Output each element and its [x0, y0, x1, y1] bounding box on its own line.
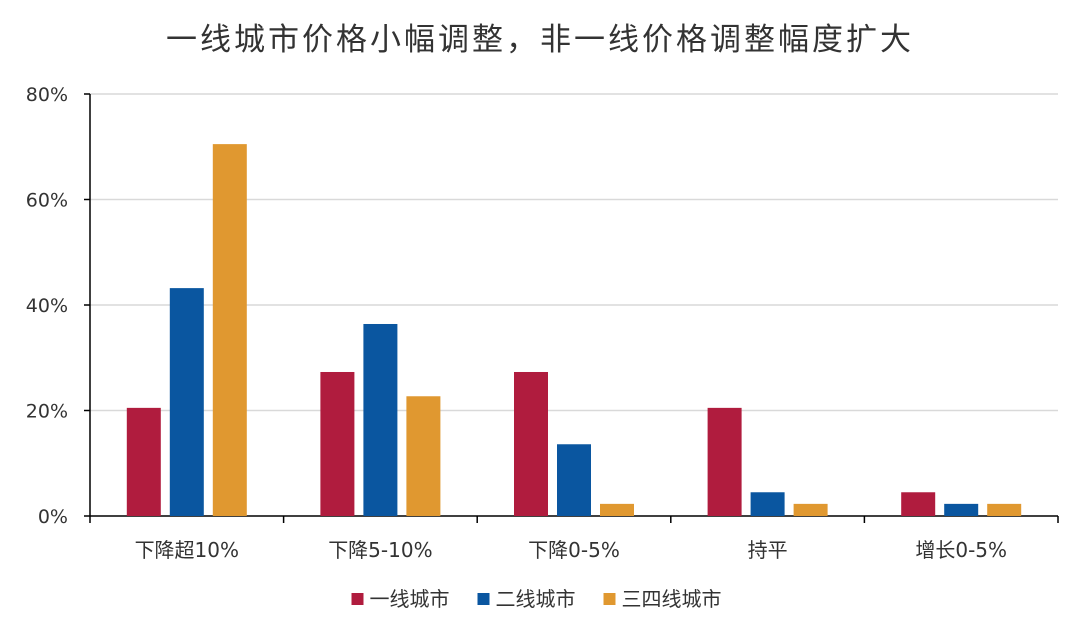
legend-label: 一线城市 [370, 587, 450, 611]
legend-label: 二线城市 [496, 587, 576, 611]
bar [363, 323, 398, 516]
y-tick-label: 0% [38, 506, 68, 528]
bar [600, 503, 634, 516]
bar [169, 288, 204, 516]
legend-swatch [351, 593, 364, 605]
bar [793, 503, 828, 516]
y-tick-label: 80% [26, 84, 68, 106]
y-tick-label: 20% [26, 401, 68, 423]
bar [406, 396, 441, 516]
bar [750, 492, 785, 516]
legend-label: 三四线城市 [622, 587, 722, 611]
legend-swatch [603, 593, 616, 605]
bar [944, 503, 979, 516]
x-tick-label: 下降5-10% [328, 538, 432, 562]
bar [320, 371, 355, 516]
legend-swatch [477, 593, 490, 605]
bar [987, 503, 1022, 516]
bar [707, 407, 742, 516]
x-tick-label: 下降0-5% [528, 538, 620, 562]
bar [514, 371, 548, 516]
y-tick-label: 40% [26, 295, 68, 317]
bar [901, 492, 936, 516]
bar [212, 144, 247, 517]
y-tick-label: 60% [26, 190, 68, 212]
x-tick-label: 增长0-5% [915, 538, 1007, 562]
bar [126, 407, 161, 516]
x-tick-label: 下降超10% [135, 538, 239, 562]
chart-title: 一线城市价格小幅调整，非一线价格调整幅度扩大 [166, 22, 914, 58]
x-tick-label: 持平 [748, 538, 788, 562]
bar [557, 444, 591, 516]
